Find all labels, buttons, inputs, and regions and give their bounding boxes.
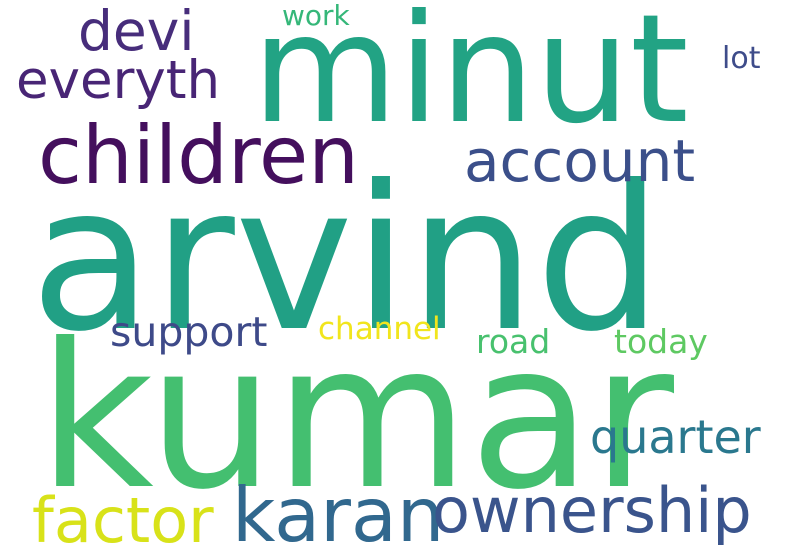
word-today: today <box>614 322 708 361</box>
word-road: road <box>476 322 551 361</box>
word-quarter: quarter <box>590 410 761 464</box>
word-account: account <box>464 127 696 195</box>
word-devi: devi <box>78 0 195 63</box>
word-factor: factor <box>32 484 214 557</box>
word-lot: lot <box>722 41 761 76</box>
word-support: support <box>110 308 268 356</box>
word-channel: channel <box>318 311 441 347</box>
word-work: work <box>282 0 350 32</box>
word-kumar: kumar <box>38 301 675 534</box>
word-everyth: everyth <box>16 50 221 111</box>
word-children: children <box>38 109 359 202</box>
word-arvind: arvind <box>30 143 663 376</box>
word-minut: minut <box>252 0 689 157</box>
word-ownership: ownership <box>432 474 752 547</box>
word-karan: karan <box>232 471 445 559</box>
